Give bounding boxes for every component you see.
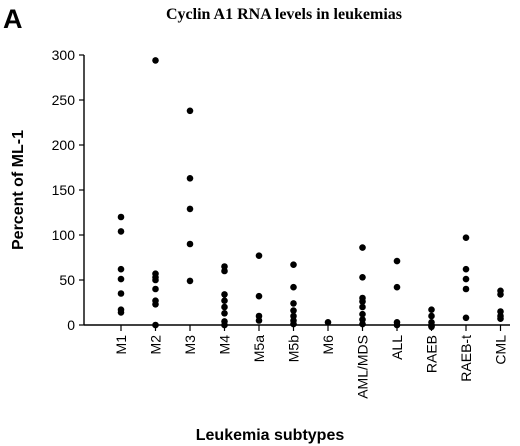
data-point	[324, 319, 332, 326]
data-point	[290, 283, 297, 291]
data-point	[497, 291, 504, 298]
y-tick-label: 150	[52, 182, 76, 198]
y-tick-label: 50	[59, 272, 75, 288]
data-point	[221, 267, 228, 275]
data-point	[221, 310, 228, 317]
x-tick-label: ALL	[389, 335, 405, 360]
data-point	[255, 252, 263, 259]
data-point	[152, 301, 159, 308]
y-tick-label: 200	[52, 137, 76, 153]
data-point	[152, 57, 159, 64]
data-point	[117, 228, 125, 235]
data-point	[359, 320, 366, 328]
data-point	[117, 309, 125, 316]
data-point	[462, 314, 470, 322]
data-point	[117, 275, 125, 283]
y-tick-label: 250	[52, 92, 76, 108]
data-point	[359, 310, 366, 318]
data-point	[359, 274, 366, 281]
data-point	[359, 244, 366, 251]
x-tick-label: M5a	[251, 335, 267, 362]
data-point	[428, 312, 435, 320]
x-tick-label: M1	[113, 335, 129, 355]
data-point	[117, 265, 125, 273]
data-point	[221, 297, 228, 305]
data-point	[221, 303, 228, 311]
y-axis-label: Percent of ML-1	[10, 130, 27, 250]
data-point	[255, 292, 263, 300]
x-tick-label: M6	[320, 335, 336, 355]
data-point	[462, 275, 470, 283]
data-point	[393, 283, 401, 291]
chart-title: Cyclin A1 RNA levels in leukemias	[166, 6, 402, 23]
data-point	[497, 315, 504, 323]
data-point	[152, 285, 159, 293]
data-point	[221, 291, 228, 298]
data-point	[428, 306, 435, 314]
x-tick-label: M3	[182, 335, 198, 355]
data-point	[186, 175, 194, 182]
data-point	[428, 322, 435, 330]
data-point	[152, 276, 159, 284]
data-point	[462, 265, 470, 273]
data-point	[290, 307, 297, 314]
x-tick-label: M2	[148, 335, 164, 355]
data-points	[117, 57, 504, 331]
data-point	[290, 320, 297, 328]
data-point	[186, 107, 194, 115]
y-axis: 0 50 100 150 200 250 300	[52, 47, 85, 333]
data-point	[186, 205, 194, 213]
data-point	[186, 240, 194, 248]
data-point	[255, 317, 263, 324]
data-point	[117, 213, 125, 221]
x-tick-label: AML/MDS	[355, 335, 371, 399]
y-tick-label: 300	[52, 47, 76, 63]
data-point	[152, 321, 159, 329]
data-point	[359, 298, 366, 305]
data-point	[186, 277, 194, 285]
x-axis-label: Leukemia subtypes	[196, 427, 345, 444]
data-point	[290, 300, 297, 307]
x-tick-label: RAEB-t	[458, 335, 474, 382]
x-axis: M1 M2 M3 M4 M5a M5b M6 AML/MDS ALL RAEB RAEB-t CML	[84, 324, 510, 399]
data-point	[393, 257, 401, 265]
x-tick-label: M4	[217, 335, 233, 355]
panel-label: A	[3, 4, 23, 34]
data-point	[359, 303, 366, 311]
y-tick-label: 0	[67, 317, 75, 333]
data-point	[117, 290, 125, 297]
y-tick-label: 100	[52, 227, 76, 243]
x-tick-label: M5b	[286, 335, 302, 362]
data-point	[462, 234, 470, 241]
x-tick-label: CML	[493, 335, 509, 365]
x-tick-label: RAEB	[424, 335, 440, 373]
data-point	[393, 321, 401, 329]
data-point	[221, 321, 228, 329]
data-point	[462, 285, 470, 293]
data-point	[290, 261, 297, 269]
